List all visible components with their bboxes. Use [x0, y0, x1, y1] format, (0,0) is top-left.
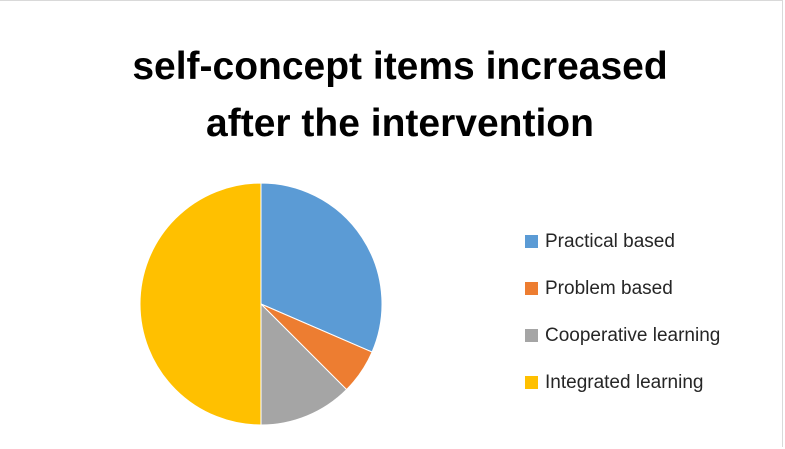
legend-item-cooperative-learning: Cooperative learning — [525, 312, 720, 359]
chart-title: self-concept items increased after the i… — [40, 38, 760, 152]
legend-swatch-integrated-learning — [525, 376, 538, 389]
chart-title-line-2: after the intervention — [206, 102, 594, 145]
legend-swatch-problem-based — [525, 282, 538, 295]
legend-label-problem-based: Problem based — [545, 277, 673, 299]
legend-label-cooperative-learning: Cooperative learning — [545, 324, 721, 346]
legend-label-integrated-learning: Integrated learning — [545, 371, 704, 393]
legend-label-practical-based: Practical based — [545, 230, 675, 252]
pie-slice-cooperative-learning — [260, 302, 348, 426]
legend-item-problem-based: Problem based — [525, 265, 720, 312]
legend-item-integrated-learning: Integrated learning — [525, 359, 720, 406]
legend-swatch-practical-based — [525, 235, 538, 248]
pie-slice-integrated-learning — [139, 182, 262, 426]
chart-legend: Practical based Problem based Cooperativ… — [525, 218, 720, 406]
legend-swatch-cooperative-learning — [525, 329, 538, 342]
pie-slice-practical-based — [260, 182, 383, 353]
chart-title-line-1: self-concept items increased — [132, 45, 668, 88]
legend-item-practical-based: Practical based — [525, 218, 720, 265]
